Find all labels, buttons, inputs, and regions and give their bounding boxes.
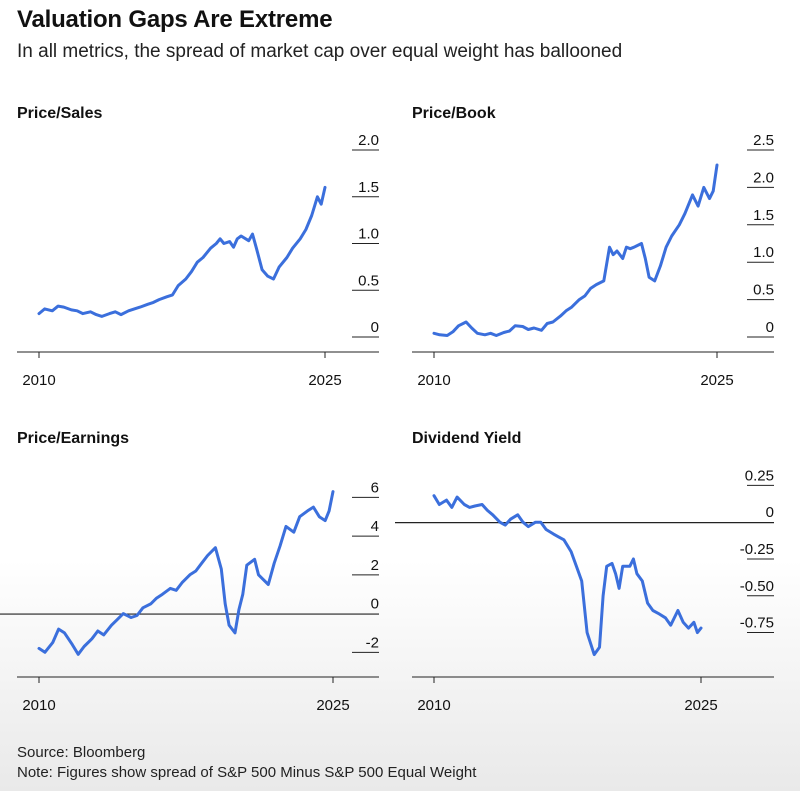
x-tick-label: 2010 [417, 372, 450, 389]
series-line [37, 185, 327, 318]
panel-dividend-yield: Dividend Yield 2010 2025 -0.75 -0.50 -0.25 0 0… [395, 430, 782, 720]
y-tick-label: 2.5 [753, 132, 774, 149]
panel-price-sales: Price/Sales 2010 2025 0 0.5 1.0 1.5 2.0 [17, 105, 397, 395]
x-tick-label: 2025 [684, 697, 717, 714]
panel-title: Price/Sales [17, 105, 103, 122]
series-line [432, 494, 703, 657]
price-sales-chart: 2010 2025 0 0.5 1.0 1.5 2.0 [17, 132, 379, 389]
dividend-yield-chart: 2010 2025 -0.75 -0.50 -0.25 0 0.25 [395, 467, 774, 714]
source-note: Source: Bloomberg [17, 744, 146, 761]
y-tick-label: 1.5 [358, 179, 379, 196]
y-tick-label: 2.0 [753, 169, 774, 186]
y-tick-label: 0 [766, 504, 774, 521]
panel-price-book: Price/Book 2010 2025 0 0.5 1.0 1.5 2.0 2.5 [412, 105, 782, 395]
y-tick-label: 0.5 [753, 282, 774, 299]
y-tick-label: -0.25 [740, 541, 774, 558]
footnote: Note: Figures show spread of S&P 500 Min… [17, 764, 477, 781]
panel-title: Price/Earnings [17, 430, 130, 447]
x-tick-label: 2025 [316, 697, 349, 714]
panel-price-earnings: Price/Earnings 2010 2025 -2 0 2 4 6 [0, 430, 397, 720]
chart-title: Valuation Gaps Are Extreme [17, 6, 333, 33]
y-tick-label: 0.5 [358, 272, 379, 289]
y-tick-label: 0.25 [745, 467, 774, 484]
series-line [432, 163, 719, 337]
y-tick-label: 0 [371, 319, 379, 336]
y-tick-label: -0.50 [740, 578, 774, 595]
y-tick-label: 6 [371, 479, 379, 496]
x-tick-label: 2010 [417, 697, 450, 714]
y-tick-label: 2.0 [358, 132, 379, 149]
price-book-chart: 2010 2025 0 0.5 1.0 1.5 2.0 2.5 [412, 132, 774, 389]
y-tick-label: -2 [366, 634, 379, 651]
x-tick-label: 2010 [22, 697, 55, 714]
panel-title: Price/Book [412, 105, 496, 122]
panel-title: Dividend Yield [412, 430, 522, 447]
series-line [37, 490, 335, 656]
y-tick-label: 2 [371, 557, 379, 574]
y-tick-label: 4 [371, 518, 379, 535]
x-tick-label: 2025 [308, 372, 341, 389]
y-tick-label: -0.75 [740, 615, 774, 632]
x-tick-label: 2025 [700, 372, 733, 389]
y-tick-label: 0 [766, 319, 774, 336]
y-tick-label: 1.0 [753, 244, 774, 261]
y-tick-label: 1.0 [358, 226, 379, 243]
y-tick-label: 0 [371, 596, 379, 613]
price-earnings-chart: 2010 2025 -2 0 2 4 6 [0, 479, 379, 714]
x-tick-label: 2010 [22, 372, 55, 389]
chart-subtitle: In all metrics, the spread of market cap… [17, 41, 623, 62]
y-tick-label: 1.5 [753, 207, 774, 224]
